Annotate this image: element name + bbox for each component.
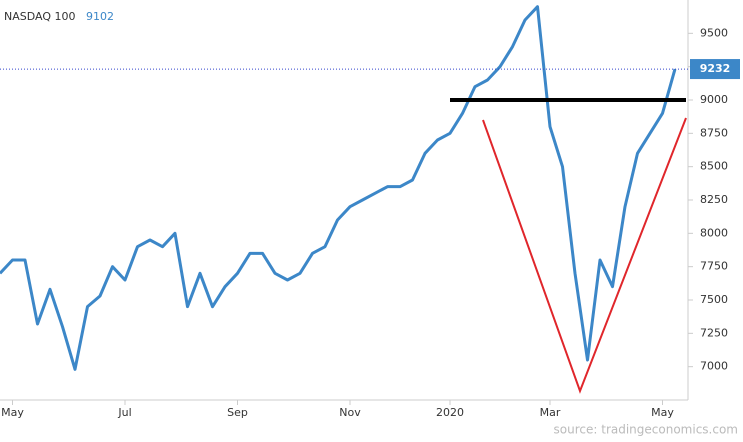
- x-tick-label: Nov: [339, 406, 361, 419]
- chart-title: NASDAQ 100: [4, 10, 76, 23]
- x-tick-label: Jul: [117, 406, 131, 419]
- y-tick-label: 9000: [700, 93, 728, 106]
- y-tick-label: 8000: [700, 226, 728, 239]
- y-tick-label: 7000: [700, 360, 728, 373]
- y-tick-label: 7750: [700, 260, 728, 273]
- x-tick-label: May: [651, 406, 674, 419]
- x-tick-label: May: [1, 406, 24, 419]
- y-tick-label: 8750: [700, 126, 728, 139]
- y-tick-label: 8250: [700, 193, 728, 206]
- v-annotation: [482, 117, 687, 394]
- y-tick-label: 7500: [700, 293, 728, 306]
- y-tick-label: 7250: [700, 326, 728, 339]
- x-tick-label: 2020: [436, 406, 464, 419]
- last-value-label: 9232: [700, 62, 731, 75]
- x-tick-label: Sep: [227, 406, 248, 419]
- x-tick-label: Mar: [540, 406, 561, 419]
- y-tick-label: 8500: [700, 160, 728, 173]
- source: source: tradingeconomics.com: [554, 423, 738, 437]
- plot: [0, 5, 688, 371]
- y-tick-label: 9500: [700, 26, 728, 39]
- price-line: [0, 5, 677, 371]
- last-value-box: [690, 59, 740, 80]
- title-value: 9102: [86, 10, 114, 23]
